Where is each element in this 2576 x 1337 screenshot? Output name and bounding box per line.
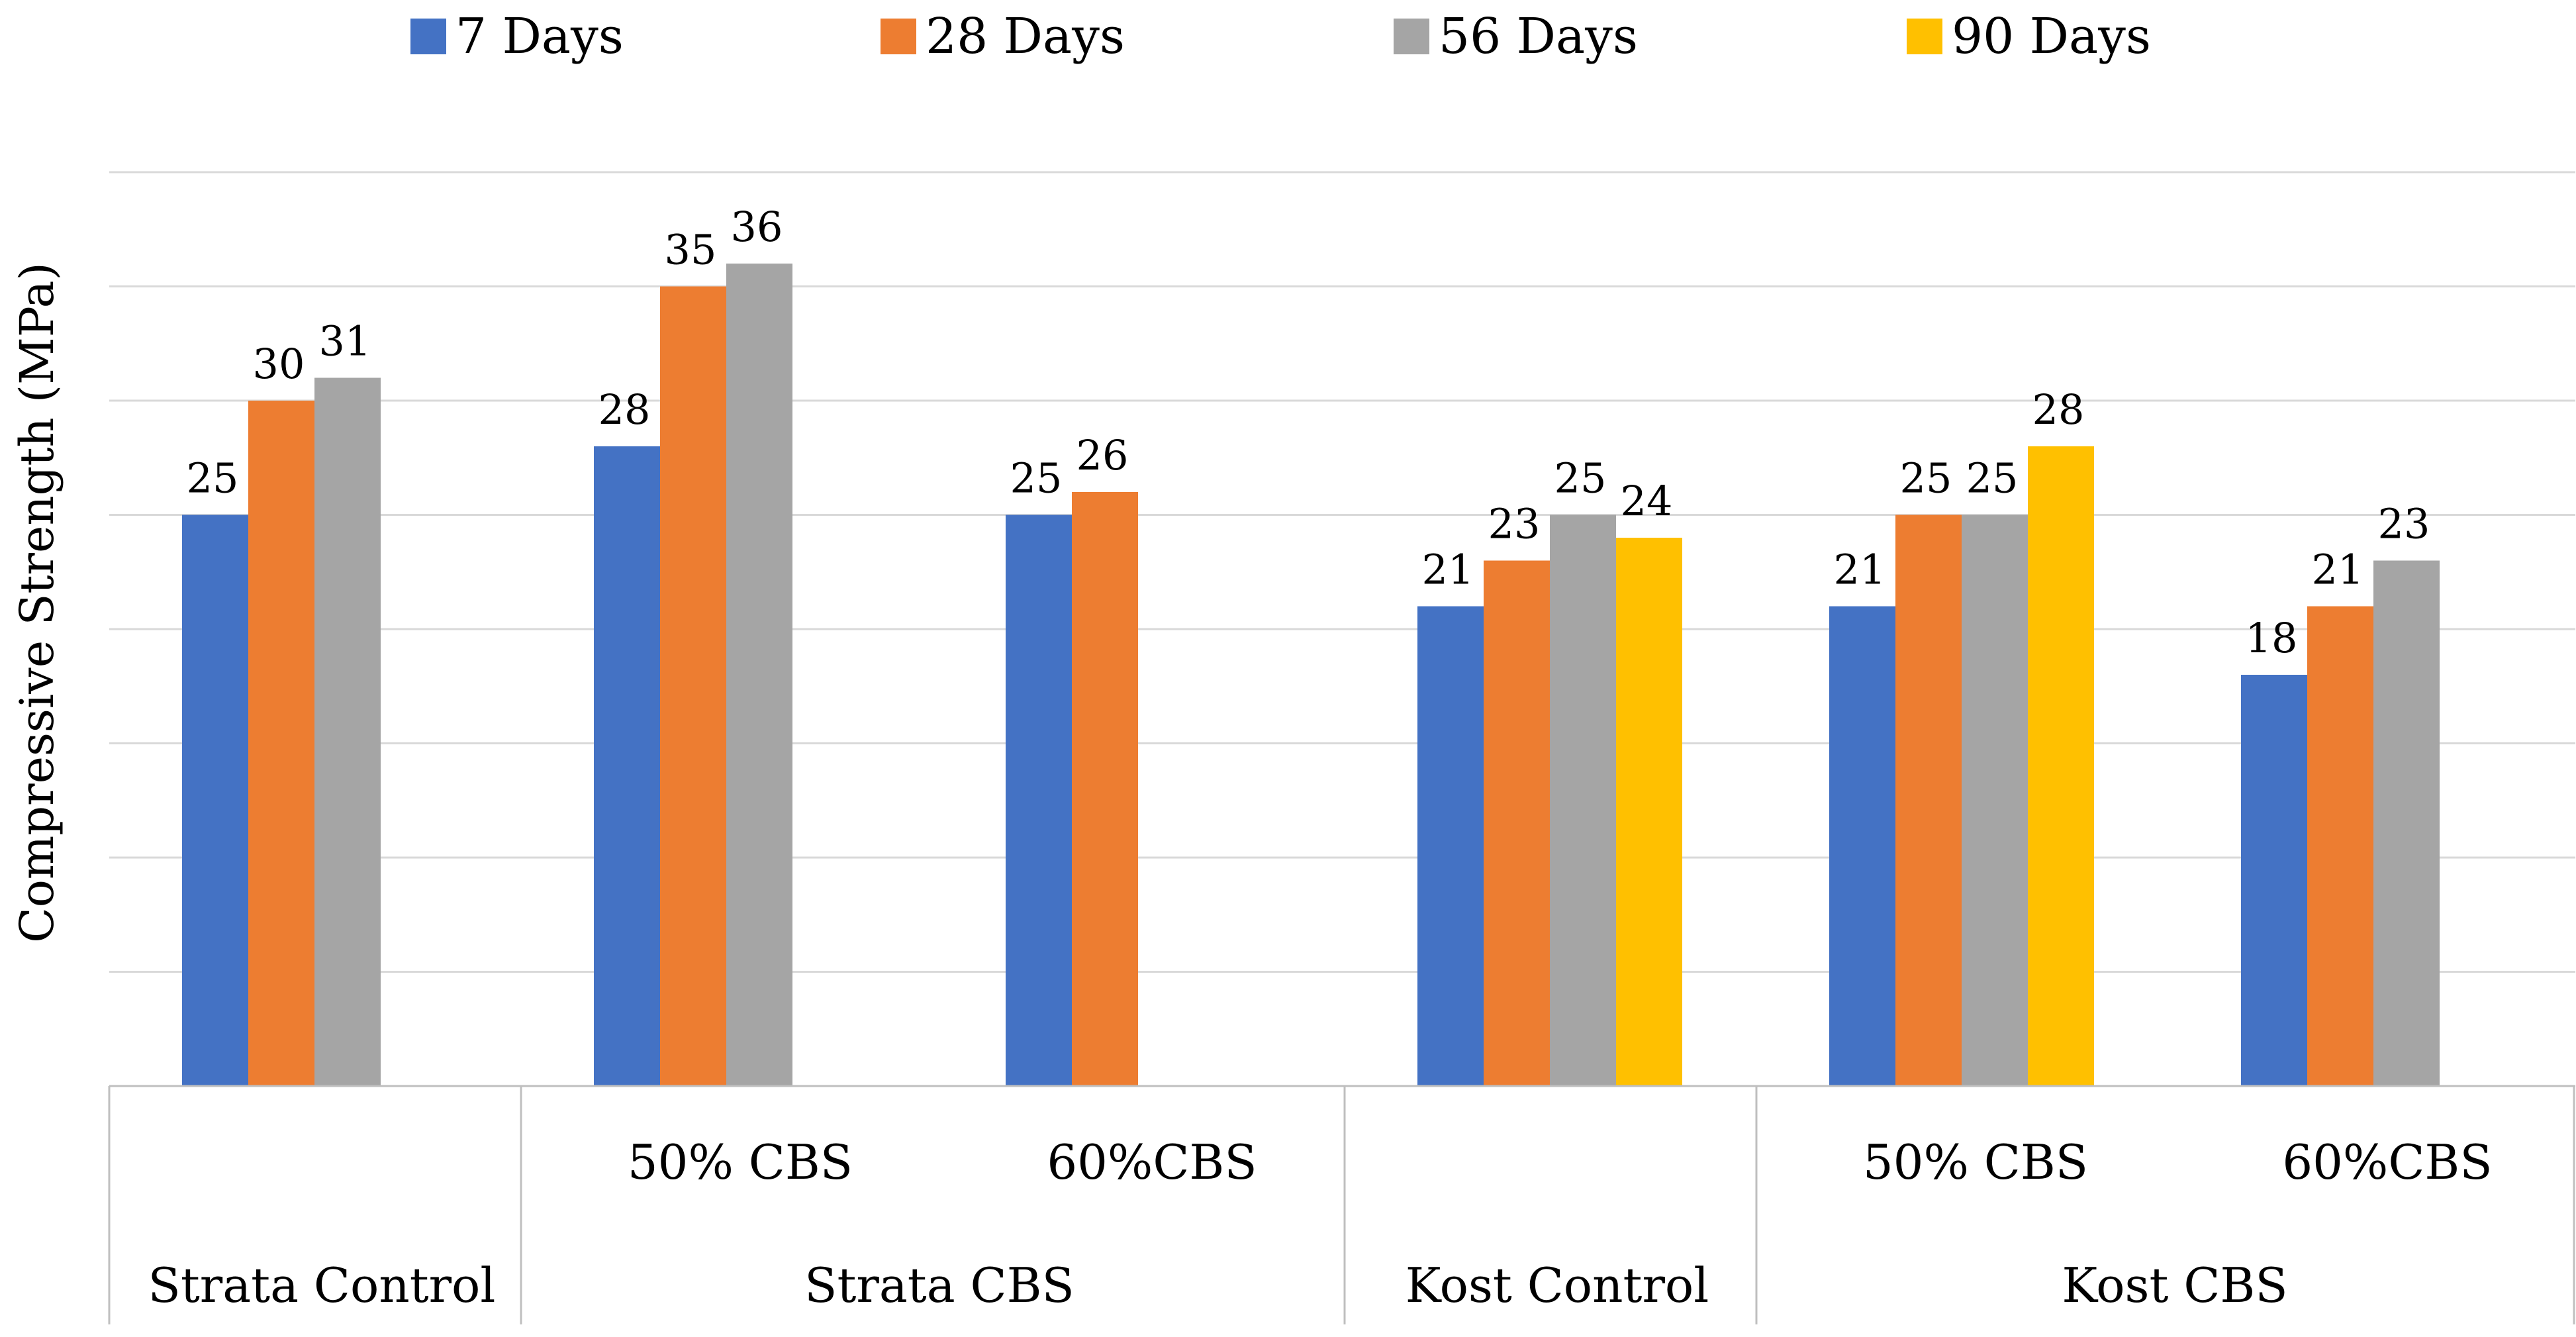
data-label: 24 [1621, 477, 1673, 525]
bar-7-days [2241, 675, 2307, 1086]
data-label: 30 [253, 340, 305, 388]
bar-28-days [1484, 560, 1550, 1086]
bar-28-days [248, 401, 314, 1086]
data-label: 25 [1554, 454, 1607, 503]
bar-28-days [2307, 606, 2373, 1086]
legend-item: 7 Days [410, 8, 624, 65]
group-label: Kost Control [1406, 1258, 1709, 1313]
bar-7-days [1417, 606, 1484, 1086]
subgroup-label: 60%CBS [2282, 1134, 2492, 1190]
category-axis: 50% CBS 60%CBS 50% CBS 60%CBS Strata Control… [108, 1085, 2575, 1324]
legend-item: 90 Days [1907, 8, 2151, 65]
y-axis-title: Compressive Strength (MPa) [10, 262, 64, 943]
data-label: 25 [1900, 454, 1952, 503]
bar-56-days [1962, 515, 2028, 1086]
bar-7-days [1829, 606, 1895, 1086]
bar-7-days [182, 515, 248, 1086]
legend-label: 28 Days [926, 8, 1125, 65]
group-label: Strata Control [148, 1258, 496, 1313]
data-label: 36 [731, 203, 783, 251]
data-label: 21 [2312, 546, 2364, 594]
legend-label: 90 Days [1952, 8, 2151, 65]
legend-item: 56 Days [1394, 8, 1638, 65]
gridlines [109, 171, 2575, 973]
subgroup-label: 60%CBS [1047, 1134, 1257, 1190]
bar-56-days [1550, 515, 1616, 1086]
bar-28-days [660, 286, 726, 1086]
legend-label: 56 Days [1439, 8, 1638, 65]
bar-28-days [1895, 515, 1962, 1086]
legend-label: 7 Days [455, 8, 624, 65]
bar-56-days [2373, 560, 2440, 1086]
data-label: 25 [187, 454, 239, 503]
subgroup-label: 50% CBS [1863, 1134, 2088, 1190]
group-label: Strata CBS [804, 1258, 1074, 1313]
data-label: 26 [1076, 431, 1129, 479]
data-label: 25 [1966, 454, 2019, 503]
data-label: 31 [319, 317, 371, 366]
legend-swatch [410, 19, 446, 54]
legend: 7 Days 28 Days 56 Days 90 Days [410, 8, 2151, 65]
bar-56-days [726, 264, 792, 1086]
legend-swatch [1394, 19, 1429, 54]
legend-swatch [881, 19, 916, 54]
data-label: 21 [1834, 546, 1886, 594]
data-label: 28 [598, 385, 651, 434]
bar-90-days [2028, 446, 2094, 1086]
group-label: Kost CBS [2062, 1258, 2287, 1313]
data-label: 21 [1422, 546, 1474, 594]
data-labels: 25 30 31 28 35 36 25 26 21 23 25 24 21 25 25 28 18 21 23 [187, 203, 2430, 662]
subgroup-label: 50% CBS [628, 1134, 853, 1190]
legend-item: 28 Days [881, 8, 1125, 65]
data-label: 23 [1488, 500, 1541, 548]
bar-90-days [1616, 538, 1682, 1086]
bar-56-days [314, 377, 381, 1086]
bar-28-days [1072, 492, 1138, 1086]
data-label: 25 [1010, 454, 1063, 503]
legend-swatch [1907, 19, 1942, 54]
data-label: 23 [2378, 500, 2430, 548]
data-label: 18 [2246, 614, 2298, 662]
bars [182, 264, 2440, 1086]
bar-7-days [594, 446, 660, 1086]
data-label: 35 [665, 226, 717, 274]
data-label: 28 [2032, 385, 2085, 434]
bar-7-days [1006, 515, 1072, 1086]
